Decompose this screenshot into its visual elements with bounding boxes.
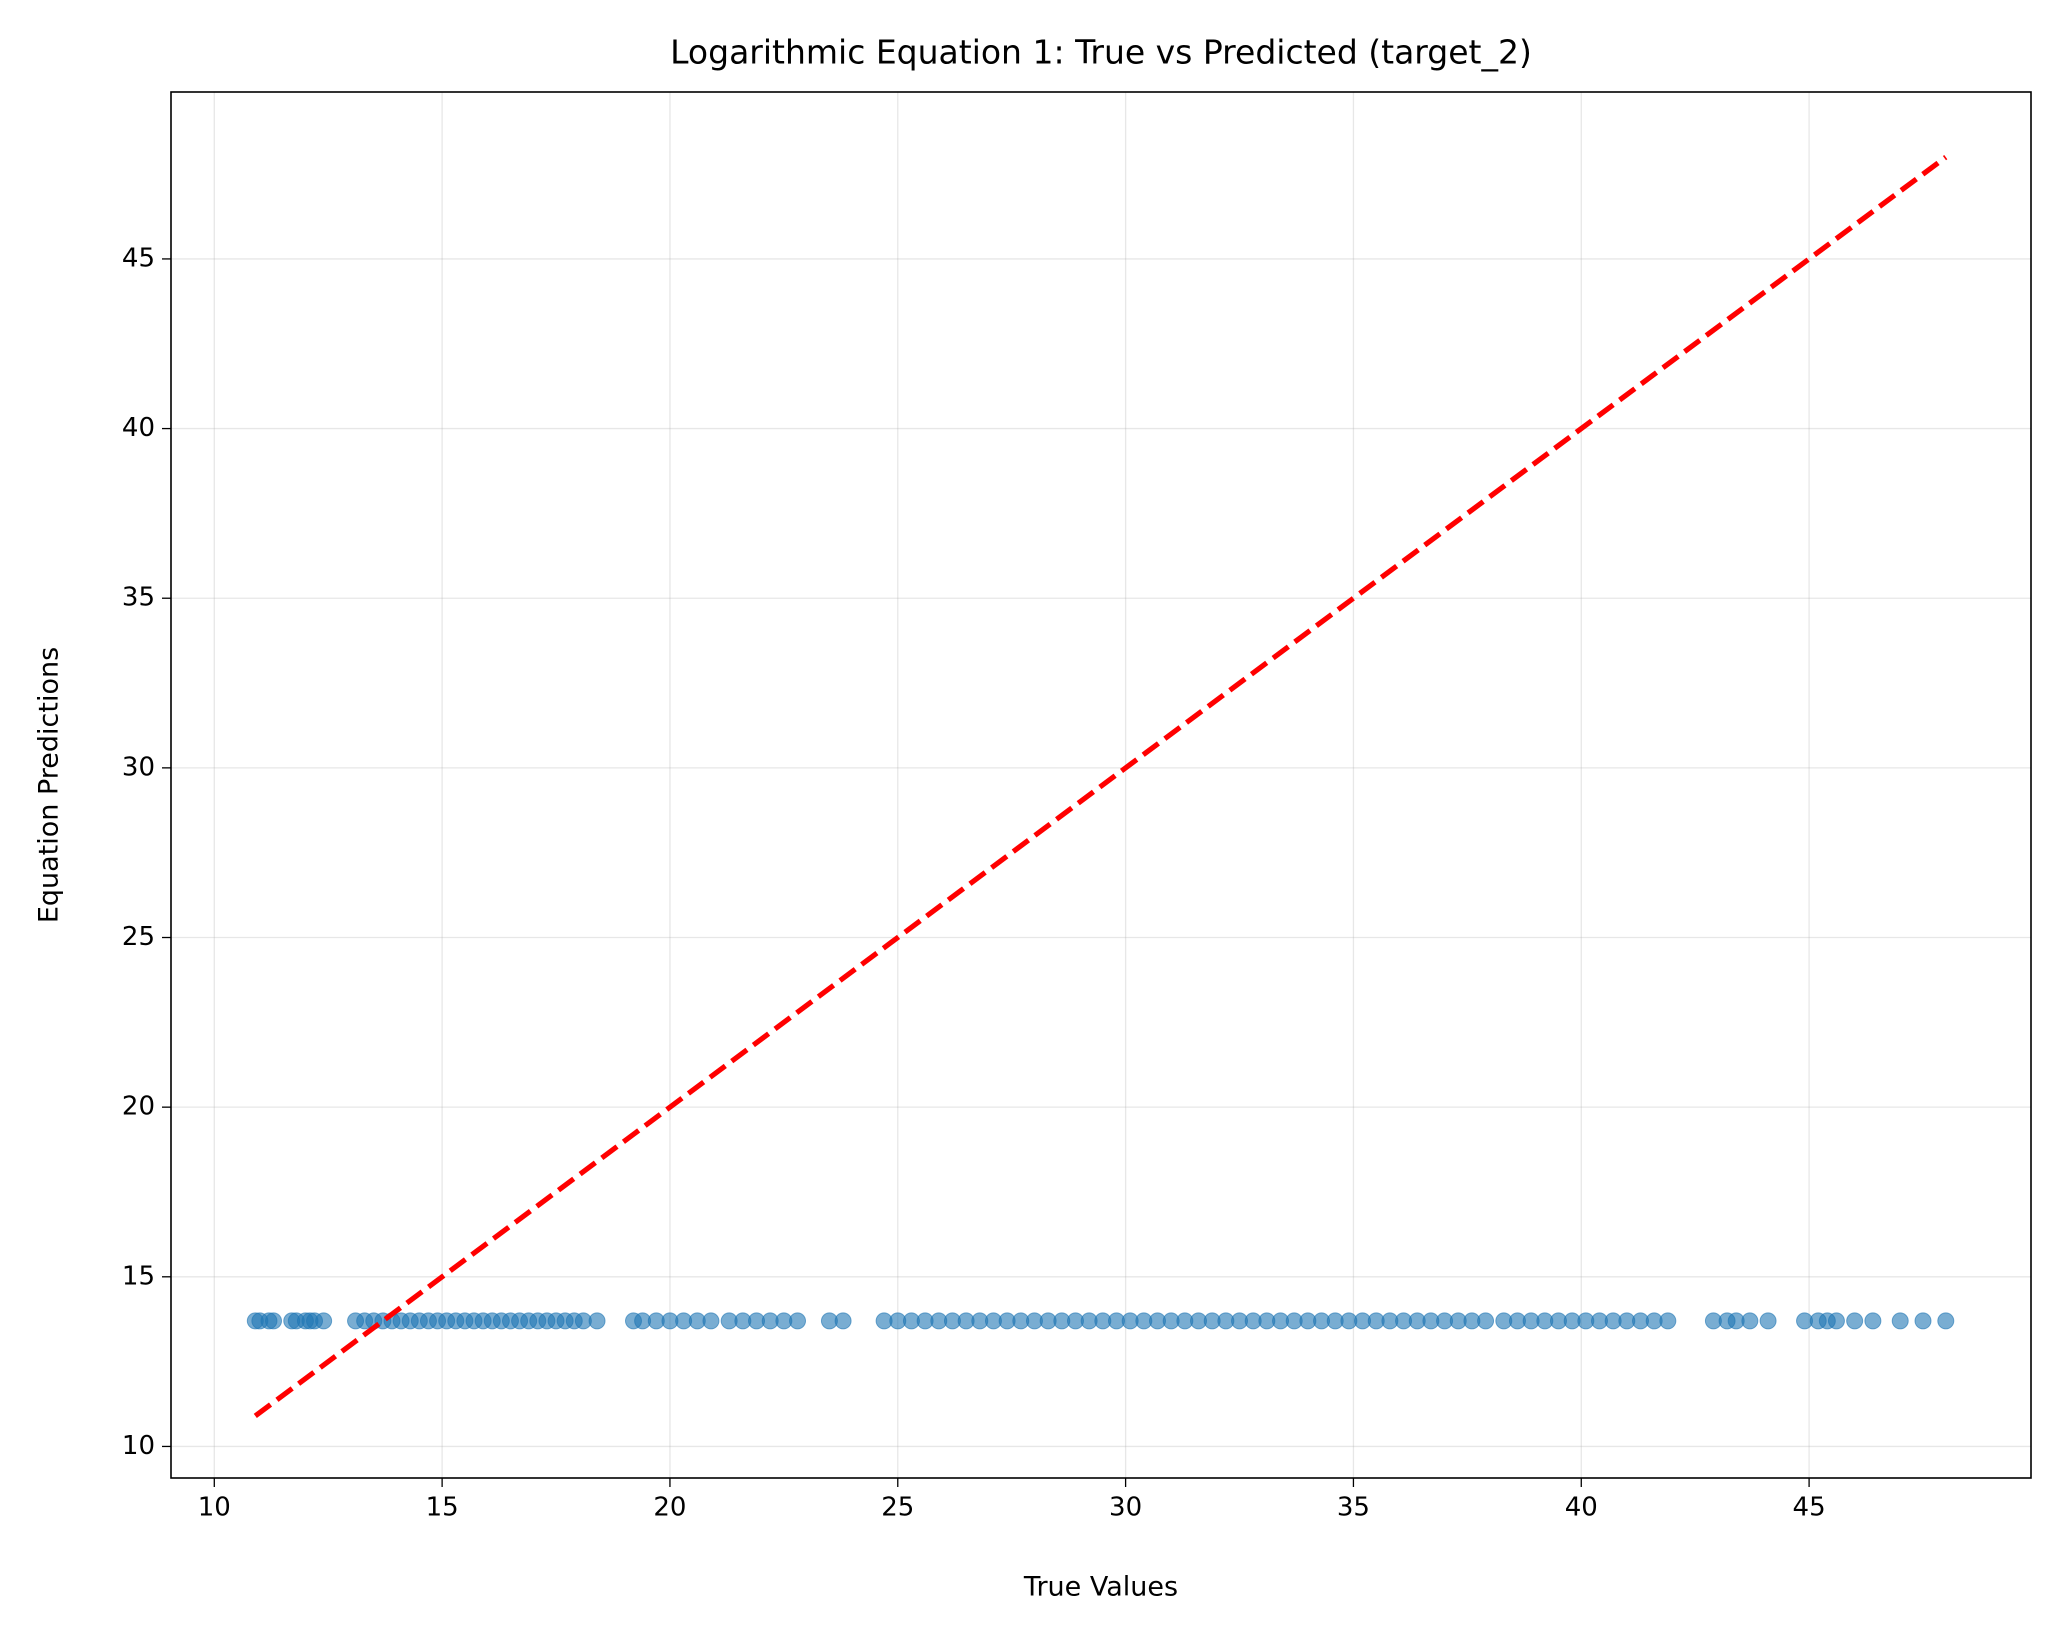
point [588, 1312, 606, 1330]
reference-line [253, 155, 1948, 1418]
point [1759, 1312, 1777, 1330]
x-tick-label: 30 [1109, 1493, 1142, 1523]
y-tick-label: 35 [122, 583, 155, 613]
point [1914, 1312, 1932, 1330]
plot-frame [170, 91, 2032, 1479]
x-axis-label: True Values [1023, 1572, 1178, 1603]
point [834, 1312, 852, 1330]
point [1891, 1312, 1909, 1330]
point [1827, 1312, 1845, 1330]
point [1937, 1312, 1955, 1330]
y-tick-label: 15 [122, 1261, 155, 1291]
point [265, 1312, 283, 1330]
point [789, 1312, 807, 1330]
point [1477, 1312, 1495, 1330]
x-tick-label: 15 [426, 1493, 459, 1523]
x-tick-label: 40 [1565, 1493, 1598, 1523]
point [702, 1312, 720, 1330]
point [315, 1312, 333, 1330]
x-tick-label: 20 [653, 1493, 686, 1523]
x-tick-label: 25 [881, 1493, 914, 1523]
y-tick-label: 30 [122, 752, 155, 782]
x-tick-label: 35 [1337, 1493, 1370, 1523]
point [1741, 1312, 1759, 1330]
y-tick-label: 25 [122, 922, 155, 952]
y-tick-label: 10 [122, 1431, 155, 1461]
chart-title: Logarithmic Equation 1: True vs Predicte… [670, 33, 1532, 72]
y-tick-label: 45 [122, 243, 155, 273]
point [1864, 1312, 1882, 1330]
y-tick-label: 20 [122, 1092, 155, 1122]
x-tick-label: 45 [1793, 1493, 1826, 1523]
x-tick-label: 10 [198, 1493, 231, 1523]
y-axis-label: Equation Predictions [34, 647, 65, 923]
point [1659, 1312, 1677, 1330]
point [1846, 1312, 1864, 1330]
y-tick-label: 40 [122, 413, 155, 443]
